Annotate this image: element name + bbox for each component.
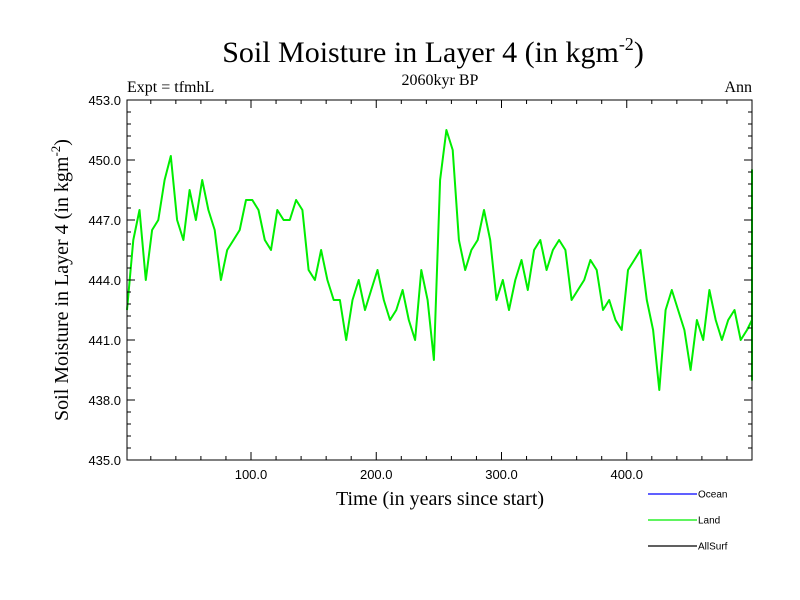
y-tick-label: 438.0 <box>88 393 121 408</box>
legend: Ocean Land AllSurf <box>648 490 728 553</box>
y-axis-label-superscript: -2 <box>48 146 63 157</box>
series-line-land <box>126 129 753 391</box>
y-axis-label: Soil Moisture in Layer 4 (in kgm-2) <box>48 139 73 421</box>
chart-title-close: ) <box>634 36 644 69</box>
y-tick-label: 435.0 <box>88 453 121 468</box>
legend-label-ocean: Ocean <box>698 490 727 501</box>
chart-title-superscript: -2 <box>619 34 634 54</box>
y-tick-label: 447.0 <box>88 213 121 228</box>
y-tick-label: 450.0 <box>88 153 121 168</box>
chart-title-text: Soil Moisture in Layer 4 (in kgm <box>222 36 619 69</box>
x-axis-label: Time (in years since start) <box>336 488 544 510</box>
season-label: Ann <box>724 79 752 96</box>
x-tick-label: 400.0 <box>610 467 643 482</box>
experiment-label: Expt = tfmhL <box>127 79 214 96</box>
x-tick-label: 200.0 <box>360 467 393 482</box>
chart-subtitle: 2060kyr BP <box>402 72 479 89</box>
legend-label-allsurf: AllSurf <box>698 542 728 553</box>
plot-area <box>126 129 753 391</box>
y-axis-label-close: ) <box>51 139 73 146</box>
y-tick-label: 453.0 <box>88 93 121 108</box>
y-tick-label: 444.0 <box>88 273 121 288</box>
legend-label-land: Land <box>698 516 720 527</box>
x-tick-label: 100.0 <box>235 467 268 482</box>
chart-title: Soil Moisture in Layer 4 (in kgm-2) <box>222 34 644 69</box>
y-axis-label-text: Soil Moisture in Layer 4 (in kgm <box>51 156 73 421</box>
y-tick-label: 441.0 <box>88 333 121 348</box>
x-tick-label: 300.0 <box>485 467 518 482</box>
axes: 100.0 200.0 300.0 400.0 435.0 438.0 441.0 444.0… <box>88 93 753 482</box>
